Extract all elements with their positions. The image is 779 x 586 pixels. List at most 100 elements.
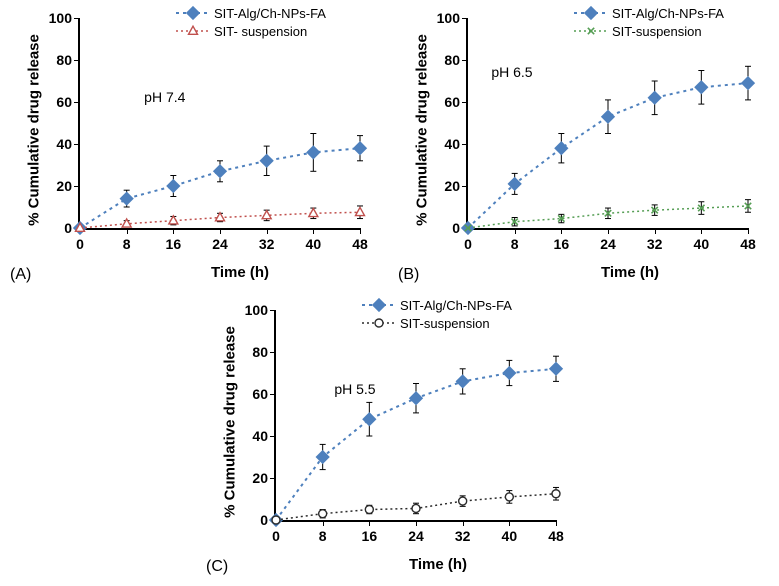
legend-swatch [176,6,210,20]
x-tick-label: 32 [647,236,663,252]
x-tick-label: 24 [408,528,424,544]
y-tick-label: 80 [434,52,460,68]
x-tick-label: 48 [740,236,756,252]
y-tick-label: 0 [242,512,268,528]
panel-letter: (B) [398,266,419,284]
legend-item: SIT-Alg/Ch-NPs-FA [362,296,512,314]
y-tick-label: 100 [242,302,268,318]
y-tick-label: 0 [434,220,460,236]
legend-swatch [574,6,608,20]
x-tick-label: 16 [166,236,182,252]
x-tick [173,228,174,234]
plot-svg [468,18,748,228]
x-axis-label: Time (h) [211,264,269,281]
y-tick-label: 20 [46,178,72,194]
plot-svg [276,310,556,520]
legend-label: SIT-Alg/Ch-NPs-FA [612,6,724,21]
x-tick [608,228,609,234]
x-tick-label: 0 [76,236,84,252]
plot-area: 081624324048020406080100pH 7.4 [78,18,360,230]
y-axis-label: % Cumulative drug release [222,326,239,518]
x-tick [267,228,268,234]
legend: SIT-Alg/Ch-NPs-FA SIT-suspension [574,4,724,40]
y-tick-label: 40 [242,428,268,444]
x-tick [360,228,361,234]
x-tick-label: 16 [554,236,570,252]
y-tick-label: 100 [434,10,460,26]
legend-item: SIT-Alg/Ch-NPs-FA [176,4,326,22]
y-tick-label: 60 [46,94,72,110]
ph-label: pH 5.5 [334,381,375,397]
x-tick [561,228,562,234]
x-tick-label: 8 [123,236,131,252]
legend-label: SIT-Alg/Ch-NPs-FA [214,6,326,21]
plot-area: 081624324048020406080100pH 6.5 [466,18,748,230]
legend-item: SIT-Alg/Ch-NPs-FA [574,4,724,22]
x-tick [463,520,464,526]
x-axis-label: Time (h) [601,264,659,281]
ph-label: pH 6.5 [491,64,532,80]
x-tick [515,228,516,234]
x-tick-label: 8 [319,528,327,544]
x-tick-label: 32 [259,236,275,252]
legend: SIT-Alg/Ch-NPs-FA SIT-suspension [362,296,512,332]
x-tick [748,228,749,234]
figure: 081624324048020406080100pH 7.4Time (h)% … [0,0,779,586]
x-tick [127,228,128,234]
panel-c: 081624324048020406080100pH 5.5Time (h)% … [206,300,581,580]
plot-svg [80,18,360,228]
legend-item: SIT-suspension [574,22,724,40]
y-tick-label: 100 [46,10,72,26]
x-tick-label: 24 [600,236,616,252]
y-tick-label: 20 [242,470,268,486]
x-tick-label: 40 [694,236,710,252]
legend-label: SIT- suspension [214,24,307,39]
y-tick-label: 40 [46,136,72,152]
y-tick-label: 20 [434,178,460,194]
y-axis-label: % Cumulative drug release [414,34,431,226]
panel-b: 081624324048020406080100pH 6.5Time (h)% … [398,8,773,288]
x-tick-label: 0 [464,236,472,252]
y-tick-label: 0 [46,220,72,236]
x-tick-label: 48 [548,528,564,544]
legend-swatch [574,24,608,38]
x-tick [556,520,557,526]
panel-letter: (C) [206,558,228,576]
x-axis-label: Time (h) [409,556,467,573]
x-tick-label: 32 [455,528,471,544]
x-tick [369,520,370,526]
x-tick-label: 48 [352,236,368,252]
y-tick-label: 60 [434,94,460,110]
legend-label: SIT-suspension [612,24,702,39]
x-tick [701,228,702,234]
x-tick [655,228,656,234]
x-tick [509,520,510,526]
legend-label: SIT-suspension [400,316,490,331]
legend-swatch [362,298,396,312]
ph-label: pH 7.4 [144,89,185,105]
x-tick [220,228,221,234]
x-tick-label: 24 [212,236,228,252]
y-tick-label: 80 [46,52,72,68]
x-tick [313,228,314,234]
plot-area: 081624324048020406080100pH 5.5 [274,310,556,522]
y-tick-label: 60 [242,386,268,402]
panel-letter: (A) [10,266,31,284]
x-tick-label: 40 [502,528,518,544]
legend-label: SIT-Alg/Ch-NPs-FA [400,298,512,313]
x-tick-label: 40 [306,236,322,252]
panel-a: 081624324048020406080100pH 7.4Time (h)% … [10,8,385,288]
x-tick-label: 16 [362,528,378,544]
y-axis-label: % Cumulative drug release [26,34,43,226]
y-tick-label: 80 [242,344,268,360]
y-tick-label: 40 [434,136,460,152]
legend-item: SIT- suspension [176,22,326,40]
x-tick-label: 0 [272,528,280,544]
legend-swatch [362,316,396,330]
x-tick [416,520,417,526]
legend-swatch [176,24,210,38]
legend: SIT-Alg/Ch-NPs-FA SIT- suspension [176,4,326,40]
legend-item: SIT-suspension [362,314,512,332]
x-tick [323,520,324,526]
x-tick-label: 8 [511,236,519,252]
